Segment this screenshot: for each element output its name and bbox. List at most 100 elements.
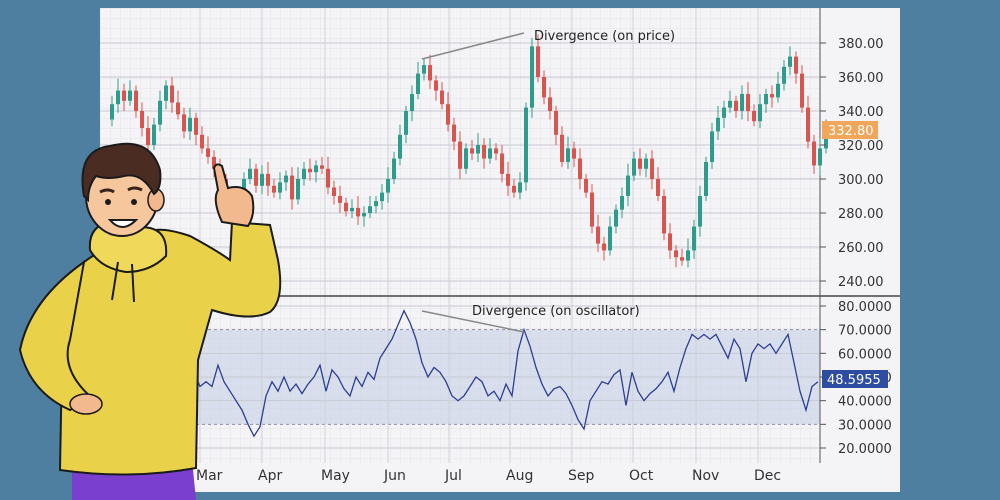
candle-body bbox=[362, 213, 366, 217]
candle-body bbox=[134, 90, 138, 111]
candle-body bbox=[800, 73, 804, 108]
candle-body bbox=[608, 226, 612, 251]
candle-body bbox=[188, 117, 192, 132]
candle-body bbox=[644, 158, 648, 169]
candle-body bbox=[794, 56, 798, 74]
candle-body bbox=[410, 94, 414, 111]
candle-body bbox=[350, 207, 354, 212]
candle-body bbox=[206, 148, 210, 157]
candle-body bbox=[356, 207, 360, 217]
candle-body bbox=[380, 192, 384, 202]
candle-body bbox=[536, 46, 540, 77]
candle-body bbox=[392, 158, 396, 179]
candle-body bbox=[176, 102, 180, 115]
candle-body bbox=[734, 100, 738, 111]
candle-body bbox=[554, 111, 558, 135]
candle-body bbox=[284, 175, 288, 183]
candle-body bbox=[578, 158, 582, 179]
month-label: Mar bbox=[196, 468, 223, 484]
candle-body bbox=[470, 148, 474, 154]
price-axis-ticks: 380.00 360.00 340.00 320.00 300.00 280.00 260.… bbox=[820, 37, 884, 290]
price-tick-label: 320.00 bbox=[838, 139, 884, 154]
candle-body bbox=[518, 182, 522, 193]
price-tick-label: 280.00 bbox=[838, 207, 884, 222]
candle-body bbox=[674, 250, 678, 258]
candle-body bbox=[614, 209, 618, 227]
month-label: Dec bbox=[754, 468, 781, 484]
person-brows bbox=[99, 186, 143, 194]
price-divergence-line bbox=[421, 32, 525, 60]
candle-body bbox=[164, 85, 168, 101]
candle-body bbox=[716, 117, 720, 132]
candle-body bbox=[632, 158, 636, 176]
candle-body bbox=[416, 73, 420, 94]
candle-body bbox=[446, 104, 450, 125]
candle-body bbox=[212, 156, 216, 169]
person-hoodie bbox=[58, 220, 282, 476]
month-gridlines bbox=[199, 8, 759, 463]
candle-body bbox=[572, 148, 576, 159]
candle-body bbox=[194, 117, 198, 135]
candle-body bbox=[326, 168, 330, 188]
candle-body bbox=[692, 226, 696, 251]
candle-body bbox=[482, 145, 486, 159]
month-label: Apr bbox=[258, 468, 282, 484]
candle-body bbox=[698, 196, 702, 227]
candle-body bbox=[812, 141, 816, 166]
month-label: Oct bbox=[629, 468, 654, 484]
candle-body bbox=[788, 56, 792, 67]
candle-body bbox=[440, 90, 444, 105]
candle-body bbox=[650, 158, 654, 179]
candle-body bbox=[248, 168, 252, 179]
candle-body bbox=[530, 46, 534, 108]
candle-body bbox=[278, 182, 282, 193]
candle-body bbox=[626, 175, 630, 196]
month-label: Aug bbox=[506, 468, 533, 484]
candle-body bbox=[752, 111, 756, 122]
candle-body bbox=[506, 173, 510, 186]
candle-body bbox=[818, 148, 822, 166]
candle-body bbox=[374, 201, 378, 207]
month-label: Jun bbox=[383, 468, 406, 484]
candle-body bbox=[386, 179, 390, 193]
candle-body bbox=[254, 168, 258, 186]
candle-body bbox=[344, 202, 348, 212]
price-tick-label: 240.00 bbox=[838, 275, 884, 290]
month-label: Nov bbox=[692, 468, 719, 484]
candle-body bbox=[452, 124, 456, 142]
candle-body bbox=[704, 162, 708, 196]
last-osc-badge bbox=[822, 370, 888, 388]
candle-body bbox=[722, 107, 726, 118]
last-price-badge bbox=[822, 121, 878, 139]
osc-divergence-line bbox=[421, 310, 525, 333]
osc-tick-label: 80.0000 bbox=[838, 300, 892, 315]
candle-body bbox=[710, 131, 714, 162]
price-tick-label: 340.00 bbox=[838, 105, 884, 120]
last-osc-label: 48.5955 bbox=[827, 373, 881, 388]
candle-body bbox=[740, 94, 744, 111]
candle-body bbox=[620, 196, 624, 210]
candle-body bbox=[566, 148, 570, 162]
candle-body bbox=[806, 107, 810, 142]
candle-body bbox=[662, 196, 666, 234]
osc-tick-label: 30.0000 bbox=[838, 418, 892, 433]
candle-body bbox=[584, 179, 588, 193]
candle-body bbox=[314, 165, 318, 173]
candlestick-series bbox=[110, 34, 828, 268]
candle-body bbox=[764, 94, 768, 105]
month-label: Sep bbox=[568, 468, 595, 484]
candle-body bbox=[182, 114, 186, 132]
osc-tick-label: 60.0000 bbox=[838, 347, 892, 362]
candle-body bbox=[728, 100, 732, 108]
candle-body bbox=[200, 134, 204, 149]
candle-body bbox=[434, 80, 438, 91]
osc-tick-label: 20.0000 bbox=[838, 442, 892, 457]
price-tick-label: 360.00 bbox=[838, 71, 884, 86]
candle-body bbox=[596, 226, 600, 244]
candle-body bbox=[398, 134, 402, 159]
price-tick-label: 300.00 bbox=[838, 173, 884, 188]
candle-body bbox=[560, 134, 564, 162]
person-eye-right bbox=[131, 199, 137, 205]
candle-body bbox=[680, 257, 684, 261]
candle-body bbox=[494, 148, 498, 154]
